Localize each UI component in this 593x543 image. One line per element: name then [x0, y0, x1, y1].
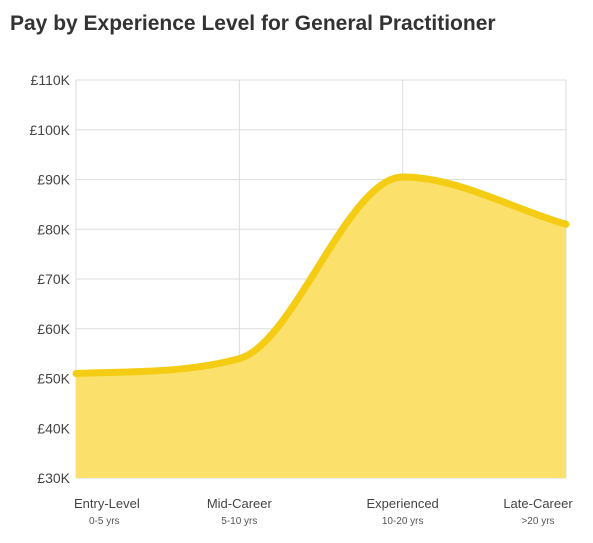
x-category-sublabel: 10-20 yrs [382, 516, 424, 527]
x-category-label: Late-Career [503, 496, 573, 511]
x-category-sublabel: 0-5 yrs [89, 516, 120, 527]
y-tick-label: £70K [37, 271, 70, 287]
y-tick-label: £100K [30, 122, 71, 138]
chart-title: Pay by Experience Level for General Prac… [10, 12, 496, 35]
y-axis-ticks: £30K £40K £50K £60K £70K £80K £90K £100K £110K [30, 72, 71, 486]
x-category-label: Entry-Level [74, 496, 140, 511]
x-category-sublabel: >20 yrs [521, 516, 554, 527]
y-tick-label: £80K [37, 221, 70, 237]
x-category-label: Experienced [367, 496, 439, 511]
y-tick-label: £110K [31, 72, 71, 88]
x-category-label: Mid-Career [207, 496, 273, 511]
y-tick-label: £30K [37, 470, 70, 486]
y-tick-label: £50K [37, 371, 70, 387]
y-tick-label: £60K [37, 321, 70, 337]
x-axis-ticks: Entry-Level 0-5 yrs Mid-Career 5-10 yrs Expe… [74, 496, 573, 527]
x-category-sublabel: 5-10 yrs [221, 516, 257, 527]
y-tick-label: £90K [37, 172, 70, 188]
area-fill [76, 177, 566, 478]
area-layer [72, 173, 570, 478]
series-line [72, 173, 570, 378]
y-tick-label: £40K [37, 420, 70, 436]
